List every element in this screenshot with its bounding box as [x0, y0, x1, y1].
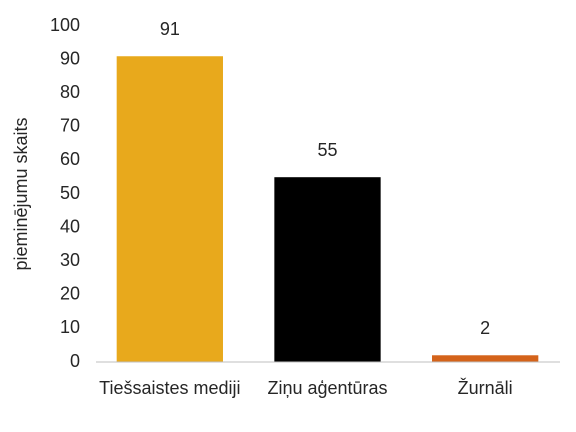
y-tick-label: 0	[70, 351, 80, 371]
bar	[116, 56, 223, 363]
y-tick-label: 60	[60, 149, 80, 169]
y-tick-label: 30	[60, 250, 80, 270]
y-tick-label: 10	[60, 317, 80, 337]
y-tick-label: 40	[60, 216, 80, 236]
y-tick-label: 70	[60, 116, 80, 136]
y-tick-label: 90	[60, 48, 80, 68]
y-tick-label: 100	[50, 15, 80, 35]
x-tick-label: Žurnāli	[457, 378, 513, 398]
data-label: 55	[317, 140, 337, 160]
y-axis-label: pieminējumu skaits	[11, 117, 31, 270]
y-tick-label: 50	[60, 183, 80, 203]
bar	[432, 355, 539, 362]
bar	[274, 177, 381, 362]
x-tick-label: Tiešsaistes mediji	[99, 378, 241, 398]
data-label: 2	[480, 318, 490, 338]
y-tick-label: 80	[60, 82, 80, 102]
x-tick-label: Ziņu aģentūras	[267, 378, 388, 398]
y-tick-label: 20	[60, 284, 80, 304]
data-label: 91	[160, 19, 180, 39]
